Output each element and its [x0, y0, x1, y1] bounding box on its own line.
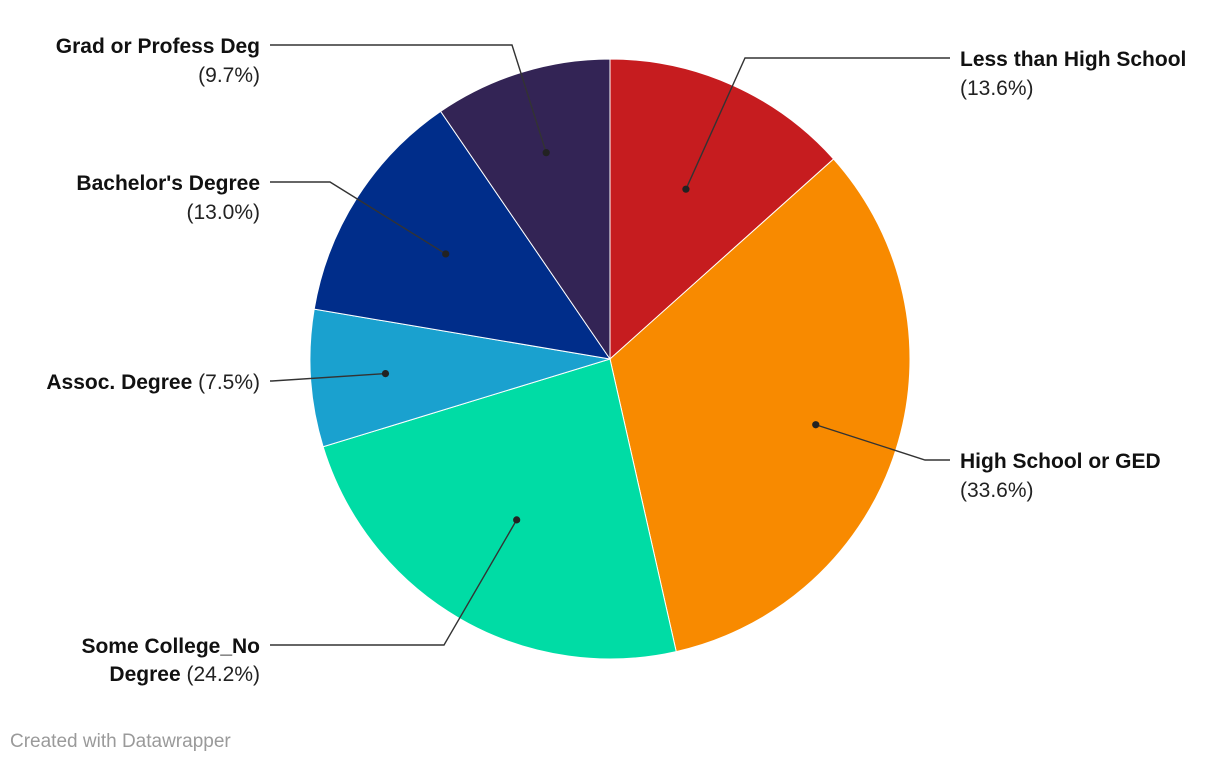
- leader-dot-3: [381, 370, 390, 378]
- slice-value-0: (13.6%): [960, 77, 1034, 100]
- leader-line-4: [270, 181, 447, 255]
- slice-label-5: Grad or Profess Deg: [56, 35, 260, 58]
- leader-line-2: [270, 519, 518, 646]
- leader-lines: [270, 44, 950, 646]
- slice-label-0: Less than High School: [960, 48, 1186, 71]
- leader-dot-0: [682, 185, 690, 193]
- slice-label-1: High School or GED: [960, 450, 1161, 473]
- leader-dot-1: [812, 421, 820, 429]
- leader-line-0: [685, 57, 950, 190]
- slice-value-4: (13.0%): [186, 201, 260, 224]
- leader-dot-2: [513, 516, 521, 524]
- leader-line-3: [270, 372, 386, 382]
- pie-slices: [309, 58, 911, 660]
- leader-dot-5: [542, 149, 550, 157]
- leader-line-1: [815, 424, 950, 461]
- pie-slice-4: [313, 110, 612, 360]
- slice-label-2: Some College_No: [81, 635, 260, 658]
- leader-line-5: [270, 44, 547, 153]
- leader-dot-4: [442, 250, 450, 258]
- slice-label-3: Assoc. Degree (7.5%): [46, 371, 260, 394]
- slice-label-4: Bachelor's Degree: [76, 172, 260, 195]
- slice-value-1: (33.6%): [960, 479, 1034, 502]
- slice-labels: Less than High School (13.6%) High School …: [46, 35, 1186, 686]
- credit-footer: Created with Datawrapper: [10, 731, 231, 752]
- slice-value-5: (9.7%): [198, 64, 260, 87]
- slice-label-2-line2: Degree (24.2%): [109, 663, 260, 686]
